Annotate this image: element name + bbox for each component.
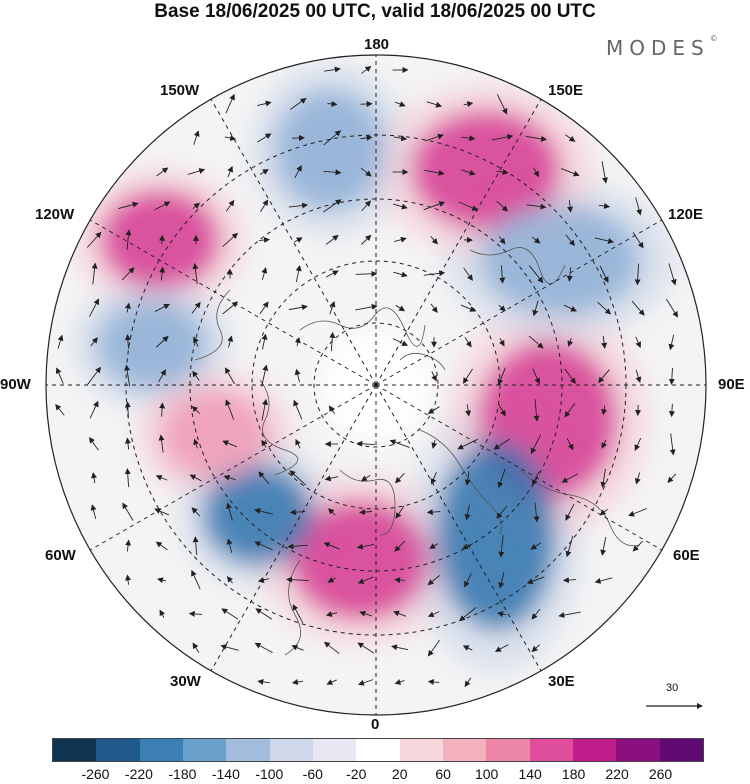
lon-label-90e: 90E bbox=[718, 376, 745, 393]
colorbar-tick-label: 260 bbox=[649, 766, 672, 782]
lon-label-150e: 150E bbox=[548, 82, 583, 99]
colorbar-tick-label: 20 bbox=[392, 766, 408, 782]
colorbar-swatch bbox=[616, 739, 659, 761]
colorbar-ticks: -260 -220 -180 -140 -100 -60 -20 20 60 100 140 180 2… bbox=[52, 766, 704, 784]
colorbar-swatch bbox=[96, 739, 139, 761]
wind-arrow bbox=[162, 236, 163, 245]
negative-east-asia-anomaly bbox=[480, 205, 640, 315]
colorbar bbox=[52, 738, 704, 762]
colorbar-tick-label: -20 bbox=[346, 766, 366, 782]
lon-label-30w: 30W bbox=[170, 673, 201, 690]
colorbar-tick-label: -260 bbox=[81, 766, 109, 782]
colorbar-swatch bbox=[356, 739, 399, 761]
colorbar-swatch bbox=[530, 739, 573, 761]
colorbar-swatch bbox=[183, 739, 226, 761]
wind-arrow bbox=[356, 274, 377, 275]
colorbar-swatch bbox=[53, 739, 96, 761]
colorbar-swatch bbox=[270, 739, 313, 761]
lon-label-90w: 90W bbox=[0, 376, 31, 393]
wind-arrow bbox=[395, 580, 405, 581]
colorbar-swatch bbox=[660, 739, 703, 761]
colorbar-swatch bbox=[443, 739, 486, 761]
colorbar-tick-label: -220 bbox=[125, 766, 153, 782]
colorbar-swatch bbox=[140, 739, 183, 761]
colorbar-tick-label: 100 bbox=[475, 766, 498, 782]
colorbar-tick-label: 220 bbox=[605, 766, 628, 782]
colorbar-swatch bbox=[573, 739, 616, 761]
lon-label-60e: 60E bbox=[673, 547, 700, 564]
colorbar-swatch bbox=[400, 739, 443, 761]
colorbar-tick-label: -180 bbox=[168, 766, 196, 782]
lon-label-120e: 120E bbox=[668, 206, 703, 223]
negative-eastern-europe-anomaly bbox=[436, 440, 556, 630]
colorbar-swatch bbox=[313, 739, 356, 761]
reference-vector-label: 30 bbox=[666, 682, 678, 694]
lon-label-30e: 30E bbox=[548, 673, 575, 690]
lon-label-180: 180 bbox=[364, 36, 389, 53]
colorbar-tick-label: -100 bbox=[255, 766, 283, 782]
colorbar-swatch bbox=[486, 739, 529, 761]
lon-label-60w: 60W bbox=[45, 547, 76, 564]
colorbar-tick-label: 60 bbox=[435, 766, 451, 782]
lon-label-0: 0 bbox=[371, 716, 379, 733]
colorbar-tick-label: 140 bbox=[518, 766, 541, 782]
lon-label-150w: 150W bbox=[160, 82, 199, 99]
colorbar-tick-label: -60 bbox=[303, 766, 323, 782]
colorbar-tick-label: -140 bbox=[212, 766, 240, 782]
lon-label-120w: 120W bbox=[35, 206, 74, 223]
colorbar-swatch bbox=[226, 739, 269, 761]
colorbar-tick-label: 180 bbox=[562, 766, 585, 782]
